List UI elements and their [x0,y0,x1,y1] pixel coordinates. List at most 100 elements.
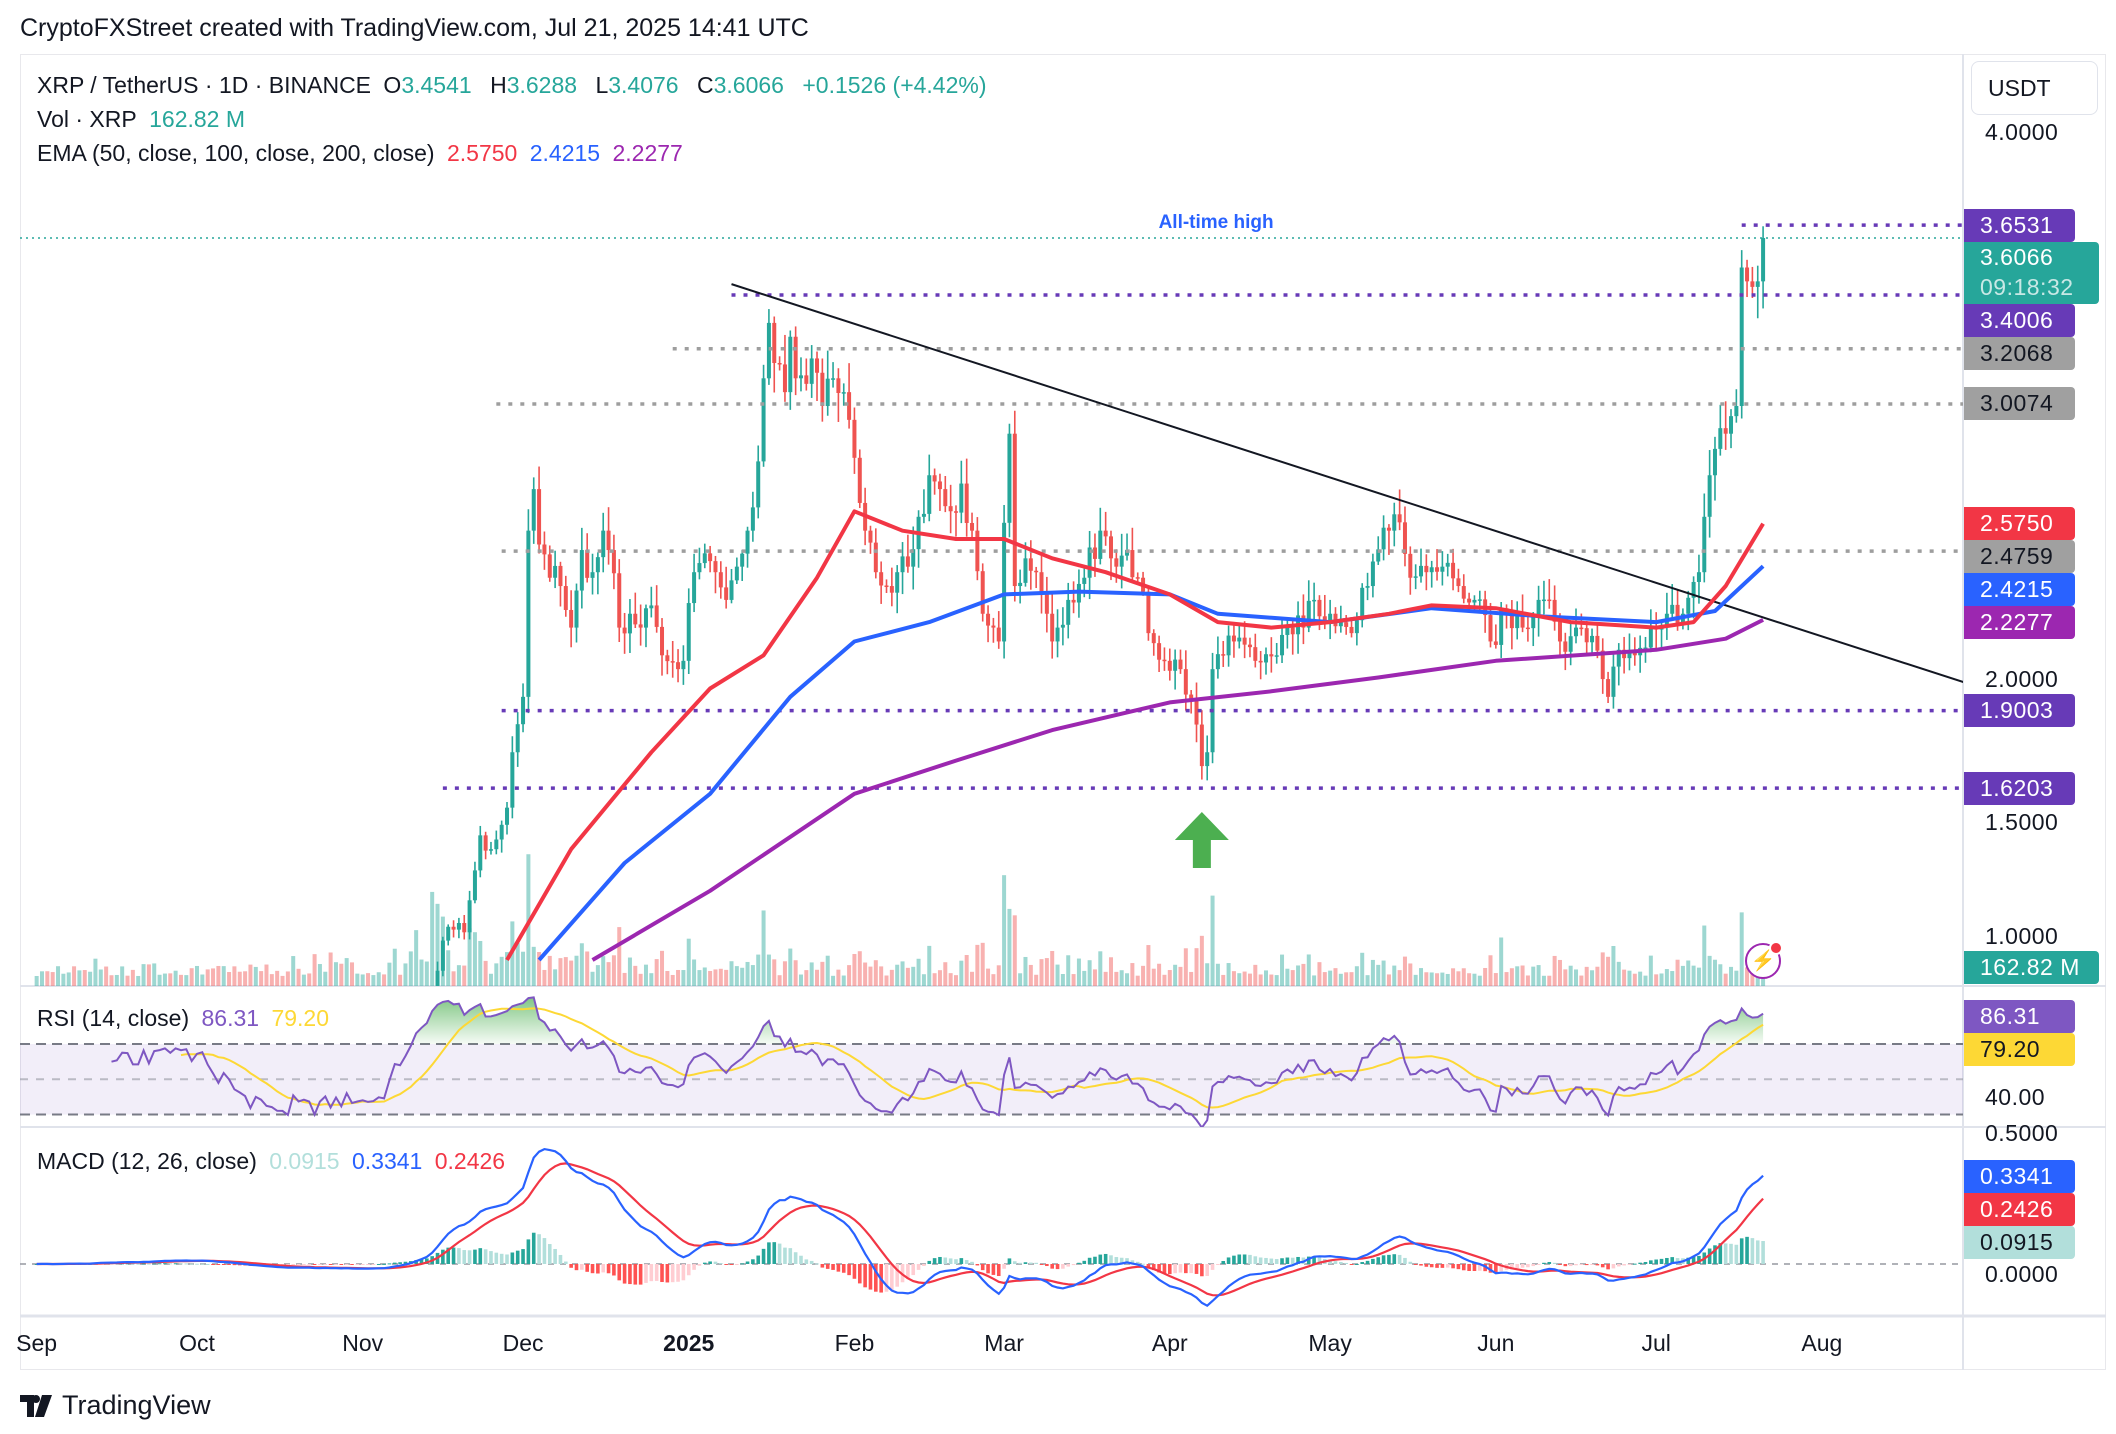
volume-bar [1525,975,1530,986]
price_labels-label[interactable]: 3.2068 [1964,336,2075,370]
candle [590,572,595,578]
macd-histogram-bar [360,1264,365,1265]
price_labels-label[interactable]: 3.4006 [1964,303,2075,337]
macd-histogram-bar [911,1264,916,1276]
time-tick: 2025 [663,1330,715,1356]
macd-histogram-bar [1349,1264,1354,1265]
candle [1643,647,1648,650]
candle [1055,627,1060,642]
volume-bar [1670,971,1675,986]
volume-bar [809,962,814,986]
macd-histogram-bar [906,1264,910,1280]
volume-bar [1082,970,1087,986]
price_labels-label[interactable]: 2.4759 [1964,540,2075,574]
volume-bar [195,965,199,986]
macd-histogram-bar [975,1264,980,1266]
macd-histogram-bar [1440,1264,1445,1268]
volume-bar [104,966,109,986]
candle [782,364,787,393]
price_labels-label[interactable]: 1.9003 [1964,694,2075,728]
rsi_labels-label[interactable]: 79.20 [1964,1033,2075,1066]
price_labels-label[interactable]: 2.2277 [1964,606,2075,640]
macd-histogram-bar [1173,1264,1177,1274]
price_labels-label[interactable]: 2.5750 [1964,507,2075,541]
volume-bar [467,928,472,986]
candle [1012,433,1017,587]
currency-button[interactable]: USDT [1971,61,2098,115]
volume-bar [1659,973,1664,986]
volume-label[interactable]: 162.82 M [1964,951,2099,984]
symbol-title[interactable]: XRP / TetherUS · 1D · BINANCE [37,72,372,98]
volume-bar [798,974,803,986]
price_labels-label[interactable]: 2.4215 [1964,573,2075,607]
candle [643,608,648,628]
volume-bar [275,970,280,986]
macd-histogram-bar [1242,1254,1247,1264]
macd-histogram-bar [34,1264,39,1265]
volume-bar [847,965,852,986]
volume-bar [125,975,130,986]
candle [1648,627,1653,648]
macd_labels-label[interactable]: 0.2426 [1964,1192,2075,1226]
macd-histogram-bar [1210,1264,1215,1270]
volume-bar [825,955,830,986]
price_labels-label[interactable]: 1.6203 [1964,771,2075,805]
volume-bar [1370,959,1375,986]
candle [815,358,820,373]
candle [547,554,552,578]
candle [1108,536,1113,559]
macd-histogram-bar [232,1264,237,1266]
macd-histogram-bar [1151,1264,1156,1271]
macd-histogram-bar [403,1261,408,1264]
macd-title[interactable]: MACD (12, 26, close) [37,1148,257,1174]
volume-bar [168,973,173,986]
macd-histogram-bar [574,1264,579,1271]
flash-icon[interactable]: ⚡ [1745,941,1783,979]
volume-bar [1402,956,1407,986]
ema-title[interactable]: EMA (50, close, 100, close, 200, close) [37,140,435,166]
rsi-ma-value: 79.20 [271,1005,330,1031]
macd-histogram-bar [521,1249,525,1264]
volume-bar [1702,925,1707,986]
macd-histogram-bar [157,1263,162,1265]
candle [510,752,515,808]
volume-bar [975,944,980,986]
candle [676,662,681,670]
candle [980,571,985,614]
volume-bar [601,956,606,986]
rsi-title[interactable]: RSI (14, close) [37,1005,190,1031]
macd-histogram-bar [494,1252,499,1264]
tradingview-logo-icon [20,1394,52,1417]
volume-bar [1060,974,1065,986]
price_labels-label[interactable]: 3.6531 [1964,208,2075,242]
volume-bar [1723,973,1728,986]
candle [905,556,910,567]
macd-histogram-bar [1494,1264,1498,1274]
volume-bar [1205,963,1210,986]
macd-histogram-bar [1050,1264,1054,1269]
macd-histogram-bar [1274,1259,1279,1264]
candle [1242,637,1247,645]
volume-title[interactable]: Vol · XRP [37,106,137,132]
price_labels-label[interactable]: 3.6066 09:18:32 [1964,241,2099,304]
macd-signal-line [36,1162,1764,1297]
candle [1205,752,1210,767]
volume-bar [98,969,103,986]
candle [697,563,702,573]
macd-histogram-bar [1451,1264,1455,1269]
macd_labels-label[interactable]: 0.3341 [1964,1159,2075,1193]
price_labels-label[interactable]: 3.0074 [1964,387,2075,421]
volume-bar [1493,973,1498,986]
macd-histogram-bar [419,1259,424,1264]
candle [1028,558,1033,571]
macd-histogram-bar [1184,1264,1188,1274]
rsi_labels-label[interactable]: 86.31 [1964,1000,2075,1033]
volume-bar [515,942,520,986]
macd-histogram-bar [644,1264,648,1283]
candle [654,605,659,627]
macd_labels-label[interactable]: 0.0915 [1964,1225,2075,1259]
macd-histogram-bar [1429,1264,1434,1268]
time-tick: Jun [1477,1330,1515,1356]
volume-bar [1285,968,1290,986]
